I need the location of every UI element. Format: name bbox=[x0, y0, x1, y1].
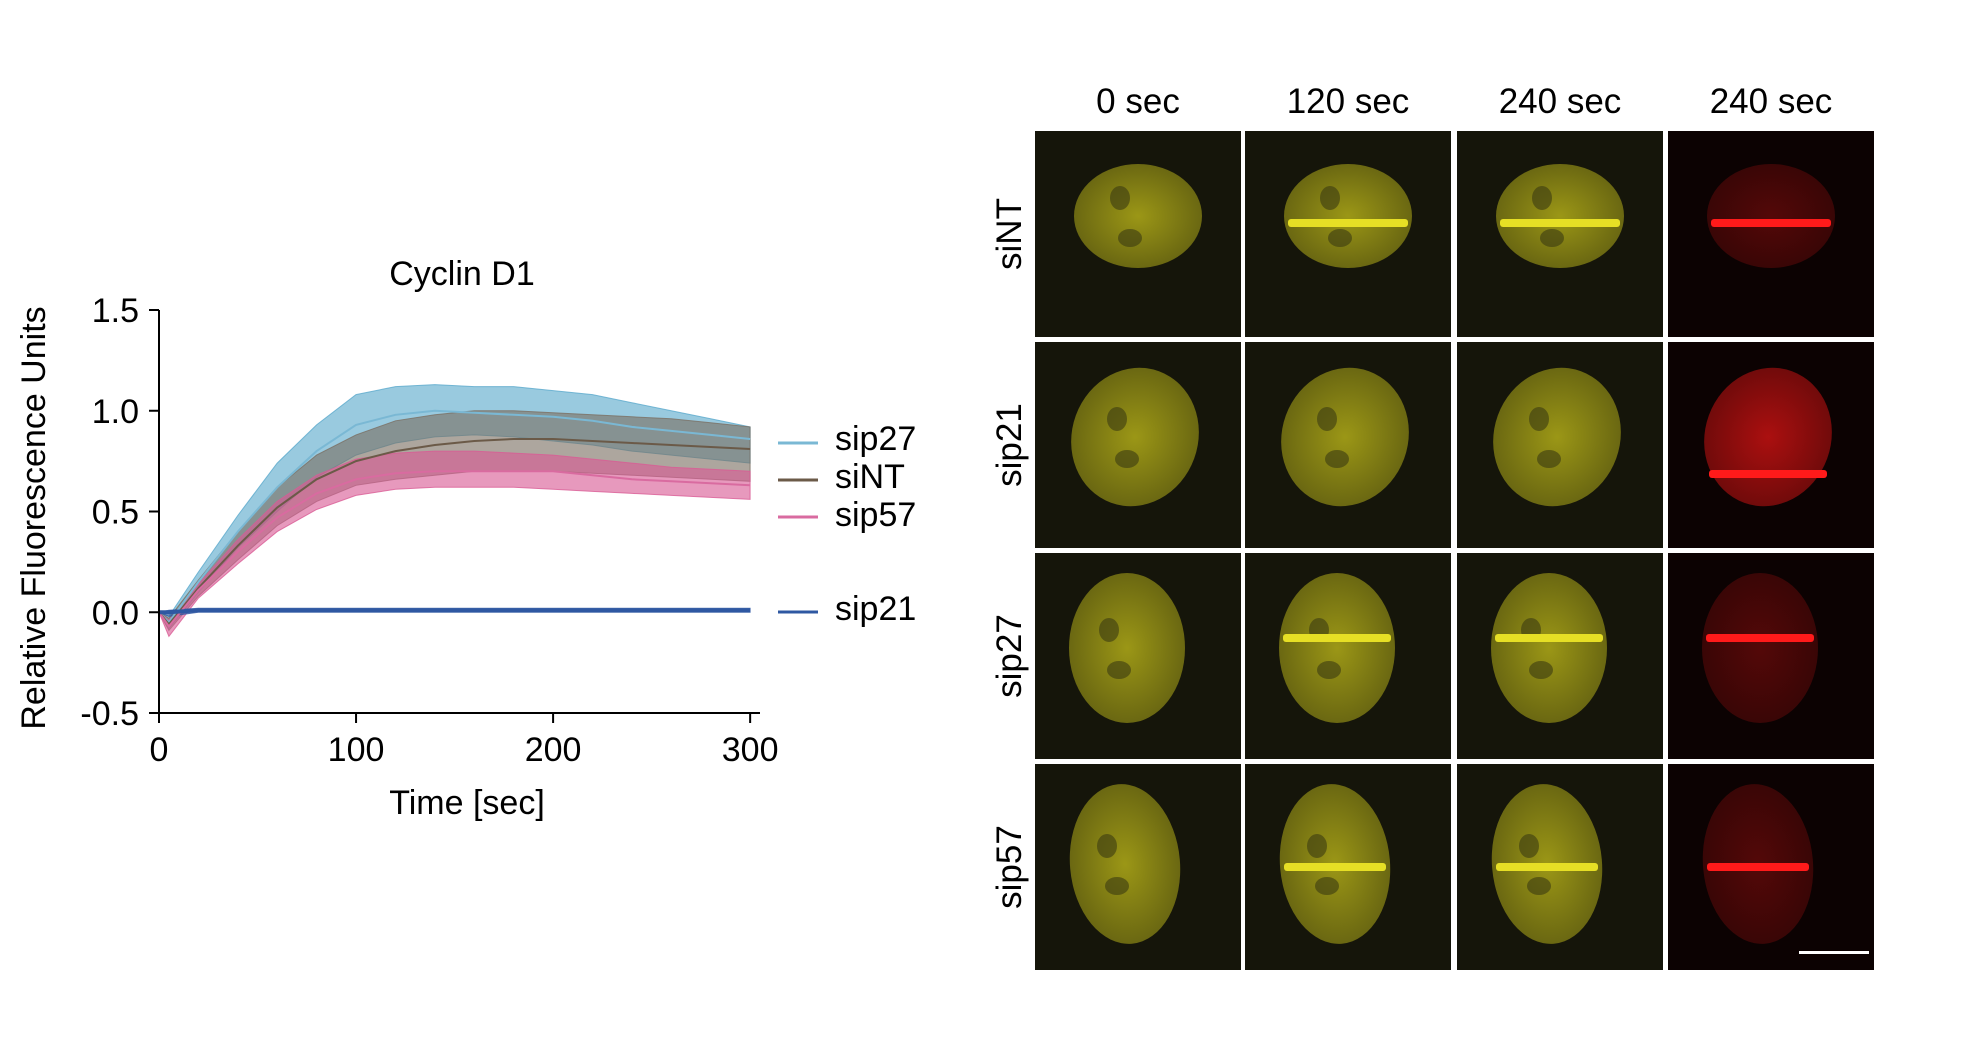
x-tick-label: 100 bbox=[328, 731, 385, 769]
error-bands bbox=[157, 384, 751, 638]
x-ticks: 0 100 200 300 bbox=[150, 713, 779, 769]
column-label: 240 sec bbox=[1498, 82, 1622, 121]
micrograph-tile bbox=[1457, 764, 1663, 970]
micrograph-tile bbox=[1245, 764, 1451, 970]
nucleus bbox=[1491, 573, 1607, 723]
nucleolus bbox=[1307, 834, 1327, 858]
damage-stripe bbox=[1707, 863, 1809, 871]
nucleolus bbox=[1107, 661, 1131, 679]
nucleolus bbox=[1532, 186, 1552, 210]
nucleolus bbox=[1110, 186, 1130, 210]
nucleolus bbox=[1320, 186, 1340, 210]
cyclin-d1-chart: Cyclin D1 Relative Fluorescence Units Ti… bbox=[15, 255, 818, 822]
nucleus bbox=[1074, 164, 1202, 268]
line-sip27 bbox=[158, 409, 751, 624]
nucleus bbox=[1496, 164, 1624, 268]
line-sip57 bbox=[158, 470, 751, 629]
column-label: 120 sec bbox=[1286, 82, 1410, 121]
micrograph-tile bbox=[1457, 342, 1663, 548]
micrograph-tile bbox=[1457, 553, 1663, 759]
nucleolus bbox=[1540, 229, 1564, 247]
damage-stripe bbox=[1495, 634, 1603, 642]
nucleolus bbox=[1519, 834, 1539, 858]
nucleus bbox=[1702, 573, 1818, 723]
damage-stripe bbox=[1711, 219, 1831, 227]
line-sint bbox=[158, 438, 751, 626]
nucleus bbox=[1071, 367, 1199, 507]
micrograph-tile bbox=[1668, 342, 1874, 548]
nucleolus bbox=[1097, 834, 1117, 858]
scale-bar bbox=[1799, 951, 1869, 954]
x-tick-label: 300 bbox=[722, 731, 779, 769]
damage-stripe bbox=[1288, 219, 1408, 227]
y-tick-label: 1.5 bbox=[92, 292, 139, 330]
nucleus bbox=[1281, 367, 1409, 507]
nucleus bbox=[1493, 367, 1621, 507]
micrograph-tile bbox=[1035, 342, 1241, 548]
micrograph-tile bbox=[1668, 131, 1874, 337]
legend-label-sip27: sip27 bbox=[835, 420, 917, 458]
nucleolus bbox=[1537, 450, 1561, 468]
nucleolus bbox=[1107, 407, 1127, 431]
column-label: 0 sec bbox=[1096, 82, 1180, 121]
damage-stripe bbox=[1709, 470, 1827, 478]
x-axis-label: Time [sec] bbox=[389, 784, 545, 822]
y-tick-label: 0.0 bbox=[92, 594, 139, 632]
damage-stripe bbox=[1496, 863, 1598, 871]
micrograph-tile bbox=[1245, 131, 1451, 337]
row-label: siNT bbox=[990, 198, 1029, 270]
x-tick-label: 0 bbox=[150, 731, 169, 769]
nucleolus bbox=[1115, 450, 1139, 468]
nucleolus bbox=[1529, 407, 1549, 431]
column-label: 240 sec bbox=[1709, 82, 1833, 121]
line-sip21 bbox=[159, 608, 751, 615]
y-tick-label: -0.5 bbox=[80, 695, 139, 733]
legend-label-sint: siNT bbox=[835, 458, 905, 496]
legend bbox=[778, 441, 818, 614]
y-axis-label: Relative Fluorescence Units bbox=[15, 306, 53, 729]
nucleus bbox=[1284, 164, 1412, 268]
micrograph-tile bbox=[1245, 342, 1451, 548]
nucleus bbox=[1069, 784, 1181, 944]
micrograph-tile bbox=[1457, 131, 1663, 337]
micrograph-tile bbox=[1668, 764, 1874, 970]
nucleus bbox=[1279, 573, 1395, 723]
nucleolus bbox=[1317, 407, 1337, 431]
nucleus bbox=[1707, 164, 1835, 268]
nucleolus bbox=[1118, 229, 1142, 247]
y-tick-label: 0.5 bbox=[92, 494, 139, 532]
y-ticks: 1.5 1.0 0.5 0.0 -0.5 bbox=[80, 292, 159, 733]
micrograph-tile bbox=[1035, 764, 1241, 970]
nucleolus bbox=[1328, 229, 1352, 247]
x-tick-label: 200 bbox=[525, 731, 582, 769]
nucleus bbox=[1704, 367, 1832, 507]
nucleolus bbox=[1527, 877, 1551, 895]
nucleolus bbox=[1317, 661, 1341, 679]
micrograph-tile bbox=[1035, 131, 1241, 337]
row-label: sip21 bbox=[990, 403, 1029, 487]
damage-stripe bbox=[1706, 634, 1814, 642]
damage-stripe bbox=[1284, 863, 1386, 871]
series-lines bbox=[158, 409, 751, 629]
damage-stripe bbox=[1500, 219, 1620, 227]
y-tick-label: 1.0 bbox=[92, 393, 139, 431]
row-label: sip57 bbox=[990, 825, 1029, 909]
micrograph-tile bbox=[1668, 553, 1874, 759]
row-label: sip27 bbox=[990, 614, 1029, 698]
legend-label-sip21: sip21 bbox=[835, 590, 917, 628]
nucleus bbox=[1069, 573, 1185, 723]
micrograph-tile bbox=[1035, 553, 1241, 759]
nucleolus bbox=[1099, 618, 1119, 642]
damage-stripe bbox=[1283, 634, 1391, 642]
micrograph-tile bbox=[1245, 553, 1451, 759]
nucleolus bbox=[1325, 450, 1349, 468]
chart-title: Cyclin D1 bbox=[389, 255, 534, 293]
legend-label-sip57: sip57 bbox=[835, 496, 917, 534]
nucleolus bbox=[1529, 661, 1553, 679]
nucleolus bbox=[1105, 877, 1129, 895]
nucleolus bbox=[1315, 877, 1339, 895]
